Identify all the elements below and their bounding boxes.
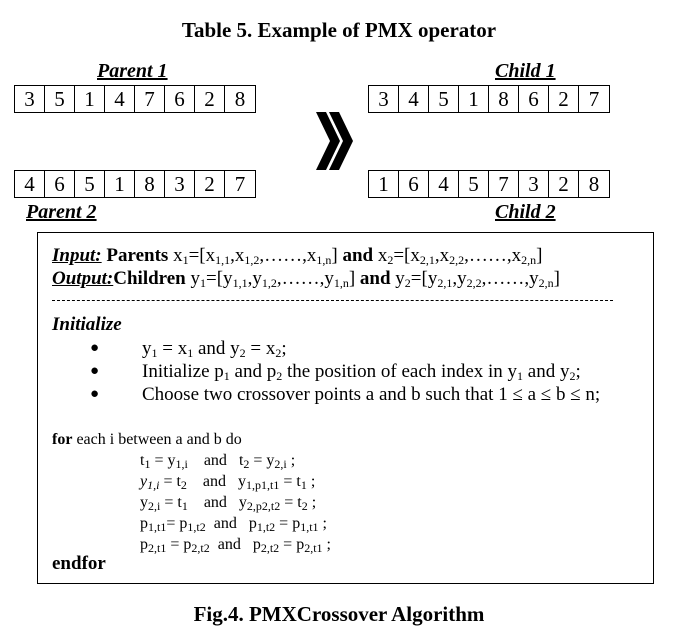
input-parents-word: Parents: [106, 245, 169, 266]
parent2-cell: 1: [105, 171, 135, 197]
bullet-assign: y1 = x1 and y2 = x2;: [142, 338, 287, 360]
figure-caption: Fig.4. PMXCrossover Algorithm: [193, 602, 485, 626]
algorithm-box: Input: Parents x1=[x1,1,x1,2,……,x1,n] an…: [37, 232, 654, 584]
parent1-cell: 4: [105, 86, 135, 112]
bullet-icon: ●: [90, 363, 100, 379]
initialize-heading: Initialize: [52, 314, 122, 335]
loop-line-3: y2,i = t1 and y2,p2,t2 = t2 ;: [140, 494, 317, 513]
child2-cell: 7: [489, 171, 519, 197]
and-word: and: [342, 245, 374, 266]
input-line: Input: Parents x1=[x1,1,x1,2,……,x1,n] an…: [52, 245, 543, 267]
parent1-label: Parent 1: [97, 60, 168, 82]
child1-cell: 8: [489, 86, 519, 112]
child2-label: Child 2: [495, 201, 556, 223]
parent1-cell: 6: [165, 86, 195, 112]
output-line: Output:Children y1=[y1,1,y1,2,……,y1,n] a…: [52, 268, 560, 290]
parent1-cell: 7: [135, 86, 165, 112]
child2-cell: 8: [588, 171, 600, 196]
loop-line-5: p2,t1 = p2,t2 and p2,t2 = p2,t1 ;: [140, 536, 331, 555]
bullet-icon: ●: [90, 386, 100, 402]
parent1-cell: 1: [75, 86, 105, 112]
parent1-cell: 5: [45, 86, 75, 112]
bullet-choose: Choose two crossover points a and b such…: [142, 384, 601, 405]
endfor-line: endfor: [52, 553, 106, 574]
child1-cell: 4: [399, 86, 429, 112]
child2-cell: 5: [459, 171, 489, 197]
parent2-cell: 3: [165, 171, 195, 197]
parent1-cell: 2: [195, 86, 225, 112]
child1-cell: 1: [459, 86, 489, 112]
child2-cell: 1: [369, 171, 399, 197]
for-line: for each i between a and b do: [52, 431, 242, 448]
parent2-cell: 8: [135, 171, 165, 197]
output-children-word: Children: [113, 268, 186, 289]
child2-cell: 2: [549, 171, 579, 197]
parent2-cell: 5: [75, 171, 105, 197]
input-label: Input:: [52, 245, 102, 266]
parent2-cell: 7: [234, 171, 246, 196]
child1-cell: 2: [549, 86, 579, 112]
parent2-cell: 2: [195, 171, 225, 197]
parent2-cell: 6: [45, 171, 75, 197]
loop-line-4: p1,t1= p1,t2 and p1,t2 = p1,t1 ;: [140, 515, 327, 534]
and-word: and: [359, 268, 391, 289]
table-title: Table 5. Example of PMX operator: [181, 18, 497, 42]
parent2-cell: 4: [15, 171, 45, 197]
child1-label: Child 1: [495, 60, 556, 82]
bullet-position: Initialize p1 and p2 the position of eac…: [142, 361, 581, 383]
loop-line-2: y1,i = t2 and y1,p1,t1 = t1 ;: [140, 473, 316, 492]
child1-cell: 6: [519, 86, 549, 112]
child2-cell: 4: [429, 171, 459, 197]
double-chevron-right-icon: [316, 112, 353, 170]
parent1-cell: 8: [234, 86, 246, 111]
bullet-icon: ●: [90, 340, 100, 356]
divider: [52, 300, 613, 301]
child2-cell: 6: [399, 171, 429, 197]
parent1-cell: 3: [15, 86, 45, 112]
child1-cell: 3: [369, 86, 399, 112]
loop-line-1: t1 = y1,i and t2 = y2,i ;: [140, 452, 296, 471]
output-label: Output:: [52, 268, 114, 289]
child1-cell: 5: [429, 86, 459, 112]
child1-cell: 7: [588, 86, 600, 111]
parent2-label: Parent 2: [26, 201, 97, 223]
child2-cell: 3: [519, 171, 549, 197]
